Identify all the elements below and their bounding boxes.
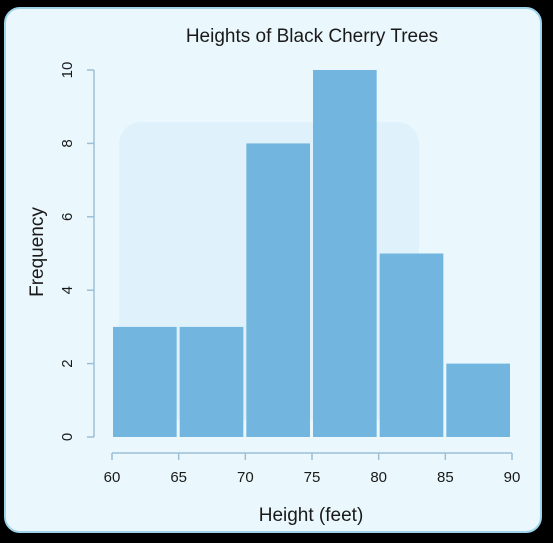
y-tick-label: 4 — [59, 286, 76, 294]
bars — [113, 70, 510, 437]
y-tick-label: 6 — [59, 213, 76, 221]
y-axis-label: Frequency — [27, 207, 48, 297]
y-tick-label: 10 — [59, 62, 76, 79]
x-tick-label: 75 — [304, 469, 321, 486]
histogram-bar — [313, 70, 377, 437]
x-axis-label: Height (feet) — [259, 505, 364, 526]
histogram-bar — [113, 326, 177, 437]
histogram-bar — [246, 143, 310, 437]
y-tick-label: 2 — [59, 359, 76, 367]
x-tick-label: 65 — [170, 469, 187, 486]
x-tick-label: 70 — [237, 469, 254, 486]
x-tick-label: 90 — [504, 469, 521, 486]
y-tick-label: 8 — [59, 139, 76, 147]
chart-title: Heights of Black Cherry Trees — [186, 26, 438, 47]
y-tick-label: 0 — [59, 433, 76, 441]
histogram-bar — [446, 363, 510, 437]
x-tick-label: 80 — [370, 469, 387, 486]
ticks: 60 65 70 75 80 85 90 0 2 4 6 8 10 — [59, 62, 520, 486]
histogram-bar — [179, 326, 244, 437]
histogram-bar — [379, 253, 444, 437]
x-tick-label: 60 — [104, 469, 121, 486]
x-tick-label: 85 — [437, 469, 454, 486]
